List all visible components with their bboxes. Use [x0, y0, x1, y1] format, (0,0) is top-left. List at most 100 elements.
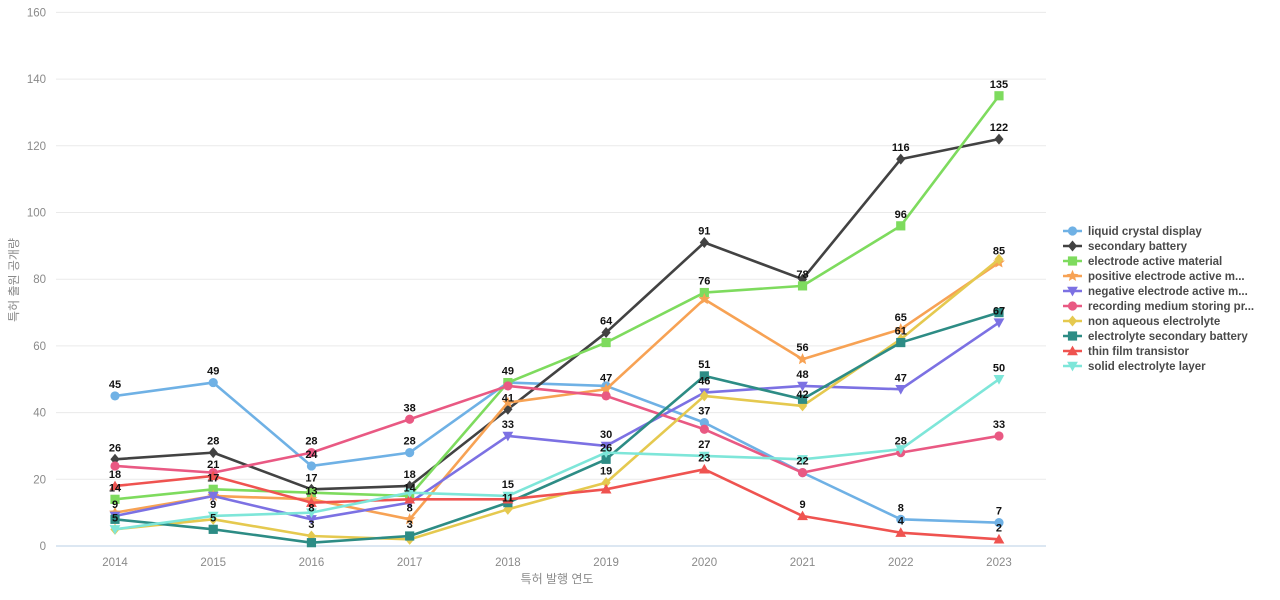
- point-2022: [895, 385, 907, 395]
- point-2022: [894, 323, 907, 335]
- data-label-2022: 8: [898, 502, 904, 514]
- data-label-2023: 2: [996, 522, 1002, 534]
- data-label-2023: 67: [993, 306, 1005, 318]
- line: [113, 377, 1001, 531]
- point-2023: [994, 91, 1004, 101]
- point-2016: [306, 461, 317, 471]
- data-label-2019: 47: [600, 372, 612, 384]
- legend-item-solid-electrolyte-layer[interactable]: solid electrolyte layer: [1063, 361, 1206, 373]
- data-label-2019: 64: [600, 316, 613, 328]
- y-tick-80: 80: [33, 274, 46, 286]
- x-tick-2014: 2014: [102, 557, 128, 569]
- point-2020: [699, 371, 709, 381]
- legend-item-liquid-crystal-display[interactable]: liquid crystal display: [1063, 226, 1202, 238]
- point-2015: [207, 511, 219, 522]
- data-label-2023: 85: [993, 246, 1005, 258]
- legend-item-electrolyte-secondary-battery[interactable]: electrolyte secondary battery: [1063, 331, 1248, 343]
- point-2020: [699, 418, 709, 428]
- point-2014: [109, 525, 121, 535]
- data-label-2018: 11: [502, 492, 514, 504]
- point-2023: [994, 518, 1004, 528]
- point-2017: [405, 480, 415, 492]
- point-2023: [994, 307, 1004, 318]
- data-label-2016: 28: [305, 436, 317, 448]
- legend-label: secondary battery: [1088, 241, 1188, 253]
- data-label-2022: 4: [898, 516, 905, 528]
- data-label-2020: 27: [698, 439, 710, 451]
- series-thin-film-transistor: [109, 463, 1005, 544]
- data-label-2020: 37: [698, 406, 710, 418]
- data-label-2018: 41: [502, 392, 514, 404]
- point-2022: [896, 221, 906, 231]
- point-2017: [405, 531, 415, 541]
- series-electrolyte-secondary-battery: [110, 307, 1004, 548]
- data-label-2019: 30: [600, 429, 612, 441]
- data-label-2019: 26: [600, 442, 612, 454]
- line: [113, 381, 1001, 524]
- legend-label: thin film transistor: [1088, 346, 1189, 358]
- line: [113, 467, 1001, 541]
- series-lines: [109, 91, 1005, 548]
- point-2017: [405, 448, 415, 458]
- point-2016: [306, 515, 317, 525]
- data-label-2015: 21: [207, 459, 219, 471]
- data-label-2019: 19: [600, 466, 612, 478]
- line: [113, 384, 1001, 474]
- data-label-2020: 76: [698, 276, 710, 288]
- data-label-2017: 28: [404, 436, 416, 448]
- point-2015: [208, 484, 218, 494]
- data-label-2020: 23: [698, 452, 710, 464]
- point-2022: [896, 153, 906, 165]
- legend: liquid crystal display secondary battery e…: [1063, 226, 1254, 373]
- data-label-2018: 49: [502, 366, 514, 378]
- legend-item-positive-electrode-active-m[interactable]: positive electrode active m...: [1063, 269, 1245, 283]
- legend-item-recording-medium-storing-pr[interactable]: recording medium storing pr...: [1063, 301, 1254, 313]
- legend-marker: [1066, 269, 1079, 282]
- point-2017: [405, 414, 415, 424]
- point-2022: [896, 337, 906, 348]
- x-tick-2022: 2022: [888, 557, 914, 569]
- data-label-2021: 42: [796, 389, 808, 401]
- legend-label: non aqueous electrolyte: [1088, 316, 1220, 328]
- point-2021: [797, 394, 808, 404]
- point-2019: [600, 441, 612, 452]
- point-2017: [403, 513, 416, 525]
- y-tick-100: 100: [27, 208, 46, 220]
- point-2019: [601, 327, 611, 339]
- point-2015: [207, 491, 219, 502]
- y-tick-20: 20: [33, 474, 46, 486]
- point-2014: [110, 514, 120, 524]
- legend-label: electrode active material: [1088, 256, 1222, 268]
- data-label-2017: 3: [407, 519, 413, 531]
- y-tick-140: 140: [27, 74, 46, 86]
- legend-label: liquid crystal display: [1088, 226, 1202, 238]
- data-label-2022: 61: [895, 326, 907, 338]
- legend-item-negative-electrode-active-m[interactable]: negative electrode active m...: [1063, 286, 1248, 298]
- point-2019: [601, 391, 611, 401]
- data-label-2022: 47: [895, 372, 907, 384]
- legend-item-non-aqueous-electrolyte[interactable]: non aqueous electrolyte: [1063, 315, 1220, 329]
- data-label-2014: 14: [109, 482, 122, 494]
- legend-item-secondary-battery[interactable]: secondary battery: [1063, 240, 1188, 254]
- point-2018: [501, 396, 514, 408]
- point-2016: [306, 488, 317, 498]
- x-tick-2017: 2017: [397, 557, 423, 569]
- point-2018: [502, 431, 514, 442]
- x-tick-2023: 2023: [986, 557, 1012, 569]
- point-2015: [208, 524, 218, 534]
- data-label-2014: 5: [112, 512, 118, 524]
- data-label-2017: 8: [407, 502, 413, 514]
- point-2014: [110, 494, 120, 504]
- legend-item-thin-film-transistor[interactable]: thin film transistor: [1063, 345, 1189, 358]
- point-2020: [698, 463, 710, 474]
- legend-item-electrode-active-material[interactable]: electrode active material: [1063, 256, 1222, 268]
- point-2020: [699, 424, 709, 434]
- data-label-2015: 28: [207, 436, 219, 448]
- data-label-2022: 65: [895, 312, 907, 324]
- point-2021: [797, 510, 808, 521]
- x-tick-2021: 2021: [790, 557, 816, 569]
- x-tick-2016: 2016: [299, 557, 325, 569]
- series-solid-electrolyte-layer: [109, 375, 1005, 535]
